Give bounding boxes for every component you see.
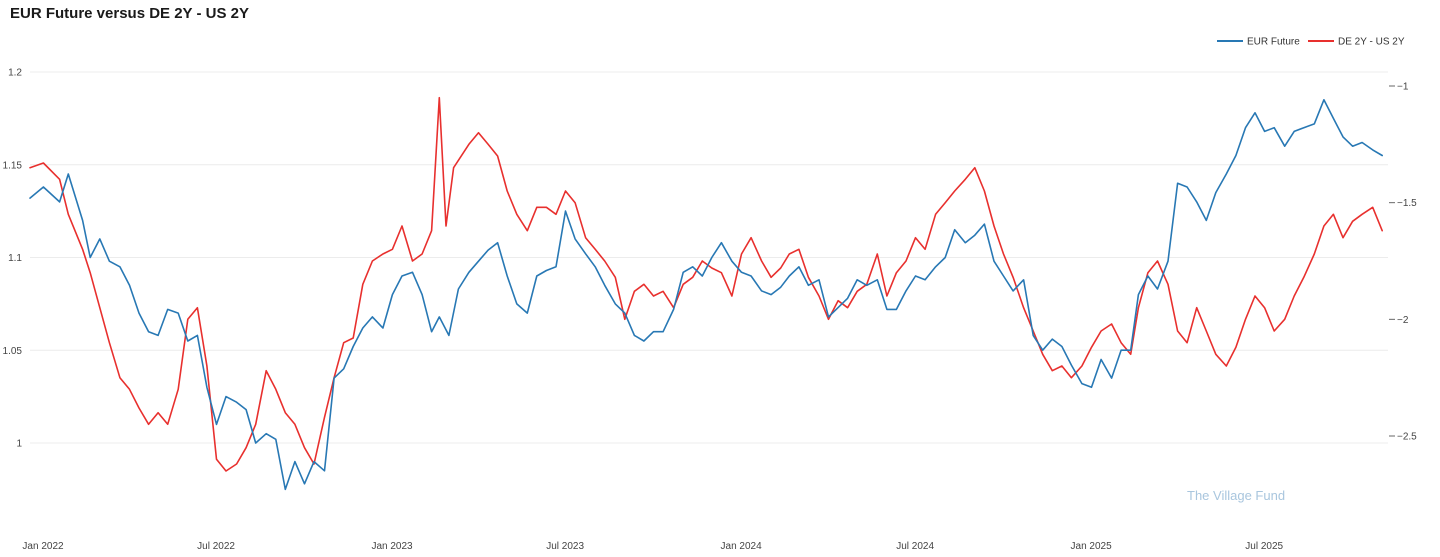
- x-tick-label: Jul 2024: [896, 541, 934, 552]
- x-tick-label: Jan 2022: [22, 541, 64, 552]
- legend: EUR Future DE 2Y - US 2Y: [1217, 37, 1405, 48]
- watermark: The Village Fund: [1187, 488, 1285, 503]
- series-line-eur-future: [29, 99, 1383, 491]
- legend-label: DE 2Y - US 2Y: [1338, 37, 1405, 48]
- right-tick-label: −1: [1397, 82, 1409, 93]
- grid-lines: [30, 71, 1388, 444]
- x-tick-label: Jan 2023: [371, 541, 413, 552]
- left-tick-label: 1.05: [3, 346, 23, 357]
- series-line-de2y-us2y: [29, 96, 1383, 472]
- series-lines: [29, 96, 1383, 491]
- left-tick-label: 1: [16, 439, 22, 450]
- right-axis: −2.5 −2 −1.5 −1: [1389, 82, 1417, 443]
- left-tick-label: 1.2: [8, 68, 22, 79]
- x-tick-label: Jan 2025: [1071, 541, 1113, 552]
- left-tick-label: 1.1: [8, 253, 22, 264]
- x-tick-label: Jan 2024: [721, 541, 763, 552]
- chart-title: EUR Future versus DE 2Y - US 2Y: [10, 5, 249, 22]
- left-tick-label: 1.15: [3, 160, 23, 171]
- x-tick-label: Jul 2023: [546, 541, 584, 552]
- legend-label: EUR Future: [1247, 37, 1300, 48]
- right-tick-label: −2.5: [1397, 432, 1417, 443]
- left-axis: 1 1.05 1.1 1.15 1.2: [3, 68, 23, 450]
- x-tick-label: Jul 2022: [197, 541, 235, 552]
- right-tick-label: −1.5: [1397, 198, 1417, 209]
- x-axis: Jan 2022 Jul 2022 Jan 2023 Jul 2023 Jan 2024…: [22, 541, 1283, 552]
- x-tick-label: Jul 2025: [1245, 541, 1283, 552]
- right-tick-label: −2: [1397, 315, 1409, 326]
